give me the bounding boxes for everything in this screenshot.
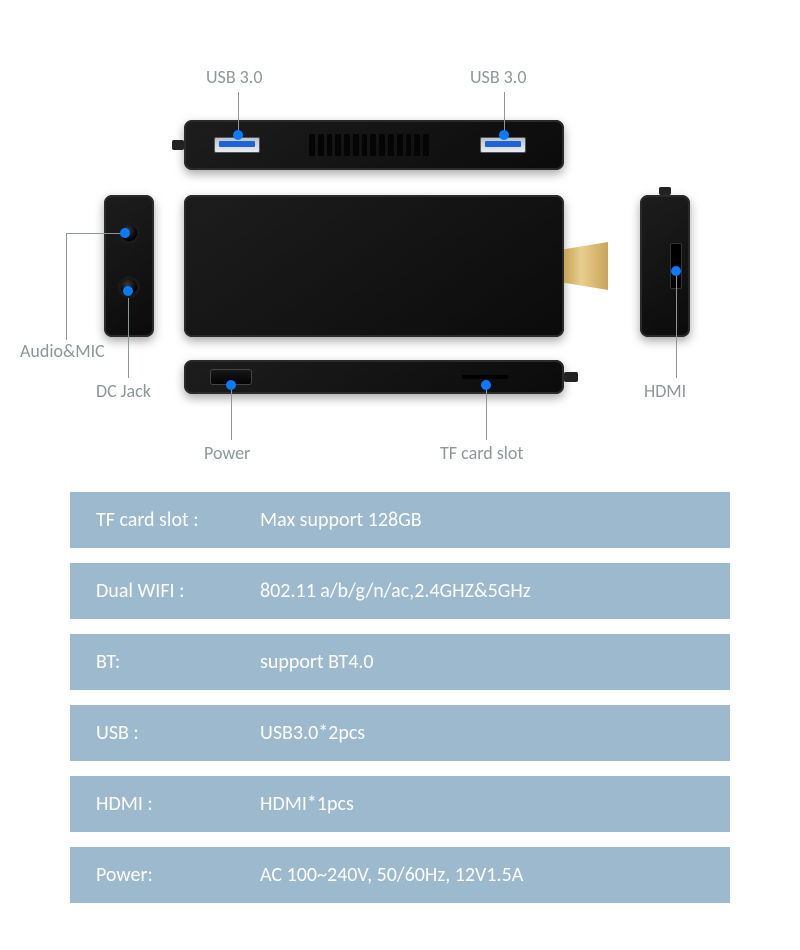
callout-dot-icon <box>123 286 133 296</box>
specs-row: HDMI : HDMI*1pcs <box>70 776 730 832</box>
callout-dot-icon <box>226 380 236 390</box>
specs-key: USB : <box>70 721 260 745</box>
hdmi-connector-icon <box>564 242 608 290</box>
label-usb-right: USB 3.0 <box>470 66 526 88</box>
label-dc-jack: DC Jack <box>96 380 151 402</box>
specs-value: support BT4.0 <box>260 650 730 674</box>
specs-row: Power: AC 100~240V, 50/60Hz, 12V1.5A <box>70 847 730 903</box>
callout-dot-icon <box>120 228 130 238</box>
label-tf-card: TF card slot <box>440 442 523 464</box>
device-bottom-side-view <box>184 360 564 394</box>
specs-table: TF card slot : Max support 128GB Dual WI… <box>70 492 730 918</box>
specs-value: USB3.0*2pcs <box>260 721 730 745</box>
callout-dot-icon <box>233 130 243 140</box>
callout-dot-icon <box>671 266 681 276</box>
tf-slot-icon <box>462 375 508 379</box>
device-top-side-view <box>184 120 564 170</box>
specs-key: Power: <box>70 863 260 887</box>
specs-key: BT: <box>70 650 260 674</box>
specs-value: HDMI*1pcs <box>260 792 730 816</box>
device-left-side-view <box>104 195 154 337</box>
label-audio-mic: Audio&MIC <box>20 340 105 362</box>
specs-row: Dual WIFI : 802.11 a/b/g/n/ac,2.4GHZ&5GH… <box>70 563 730 619</box>
device-top-down-view <box>184 195 564 337</box>
callout-dot-icon <box>499 130 509 140</box>
label-hdmi: HDMI <box>644 380 686 402</box>
specs-row: BT: support BT4.0 <box>70 634 730 690</box>
label-usb-left: USB 3.0 <box>206 66 262 88</box>
label-power: Power <box>204 442 250 464</box>
specs-value: Max support 128GB <box>260 508 730 532</box>
callout-dot-icon <box>481 380 491 390</box>
specs-row: USB : USB3.0*2pcs <box>70 705 730 761</box>
specs-key: Dual WIFI : <box>70 579 260 603</box>
specs-row: TF card slot : Max support 128GB <box>70 492 730 548</box>
specs-key: TF card slot : <box>70 508 260 532</box>
specs-value: 802.11 a/b/g/n/ac,2.4GHZ&5GHz <box>260 579 730 603</box>
port-callout-diagram: USB 3.0 USB 3.0 Audio&MIC DC Jack Power … <box>0 0 800 490</box>
vent-icon <box>309 134 429 156</box>
specs-value: AC 100~240V, 50/60Hz, 12V1.5A <box>260 863 730 887</box>
specs-key: HDMI : <box>70 792 260 816</box>
device-right-side-view <box>640 195 690 337</box>
